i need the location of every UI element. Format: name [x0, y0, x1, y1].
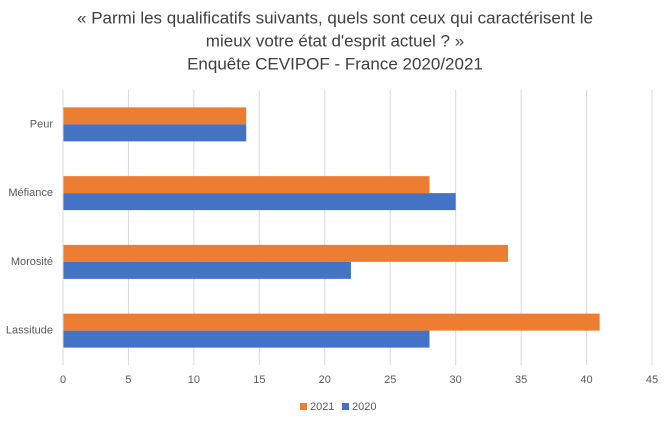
x-tick-label: 15	[253, 374, 265, 386]
legend-swatch	[342, 403, 349, 410]
legend-label: 2020	[352, 401, 376, 413]
bar	[63, 193, 456, 211]
x-tick-label: 10	[188, 374, 200, 386]
chart-title: mieux votre état d'esprit actuel ? »	[206, 31, 464, 50]
legend-label: 2021	[310, 401, 334, 413]
legend-swatch	[300, 403, 307, 410]
x-tick-label: 40	[580, 374, 592, 386]
y-tick-label: Lassitude	[6, 325, 53, 337]
x-tick-label: 35	[515, 374, 527, 386]
chart-subtitle: Enquête CEVIPOF - France 2020/2021	[187, 54, 483, 73]
bar	[63, 313, 600, 331]
x-tick-label: 0	[60, 374, 66, 386]
x-tick-label: 30	[450, 374, 462, 386]
bar	[63, 244, 509, 262]
bar	[63, 124, 247, 142]
y-tick-label: Méfiance	[8, 187, 53, 199]
y-tick-label: Morosité	[11, 256, 53, 268]
x-tick-label: 45	[646, 374, 658, 386]
x-tick-label: 25	[384, 374, 396, 386]
bar	[63, 261, 351, 279]
y-tick-label: Peur	[30, 118, 54, 130]
bar	[63, 107, 247, 125]
x-tick-label: 20	[319, 374, 331, 386]
x-tick-label: 5	[125, 374, 131, 386]
chart-title: « Parmi les qualificatifs suivants, quel…	[77, 8, 593, 27]
bar	[63, 176, 430, 194]
bar	[63, 330, 430, 348]
